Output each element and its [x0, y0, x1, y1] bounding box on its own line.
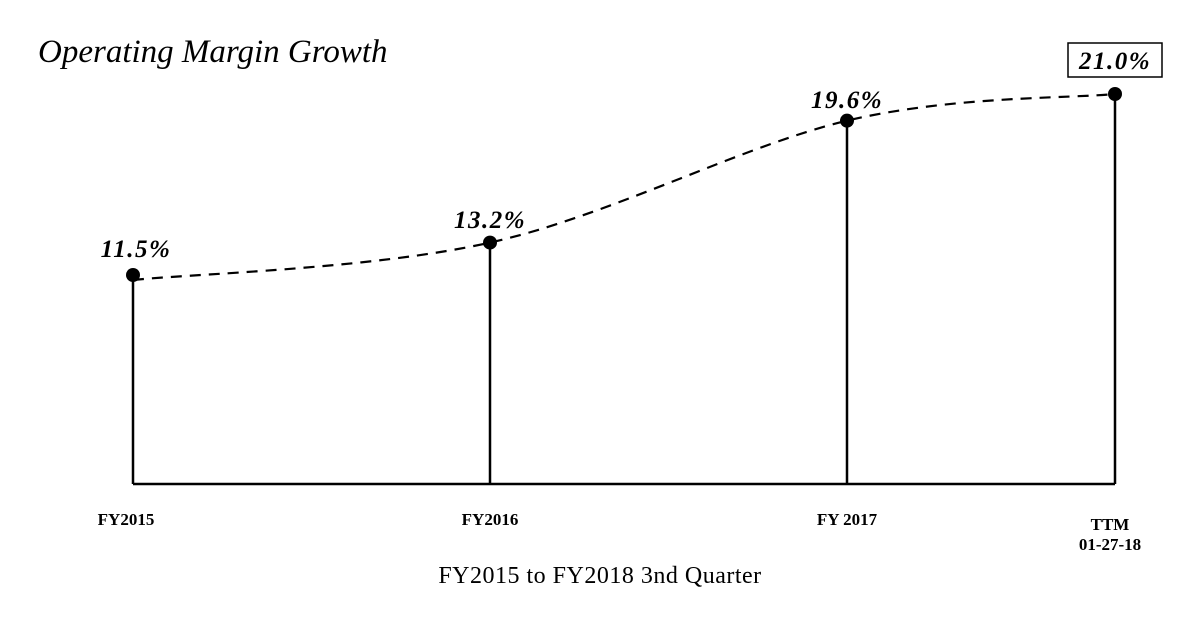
data-point-2 [483, 235, 497, 250]
x-tick-label-4-line-1: TTM [1091, 515, 1130, 534]
chart-subtitle: FY2015 to FY2018 3nd Quarter [438, 563, 762, 589]
x-tick-label-3: FY 2017 [817, 510, 878, 529]
data-label-3: 19.6% [811, 87, 883, 114]
x-tick-label-1: FY2015 [98, 510, 155, 529]
series-line-operating-margin [132, 92, 1116, 282]
data-label-4: 21.0% [1078, 48, 1151, 75]
highlight-box [1067, 42, 1163, 78]
data-point-3 [840, 113, 854, 128]
data-label-2: 13.2% [454, 207, 526, 234]
data-point-4 [1108, 87, 1122, 101]
x-tick-label-2: FY2016 [462, 510, 519, 529]
data-point-1 [126, 268, 140, 282]
x-tick-label-4-line-2: 01-27-18 [1079, 535, 1141, 554]
chart-title: Operating Margin Growth [38, 34, 388, 70]
data-label-1: 11.5% [101, 236, 172, 263]
